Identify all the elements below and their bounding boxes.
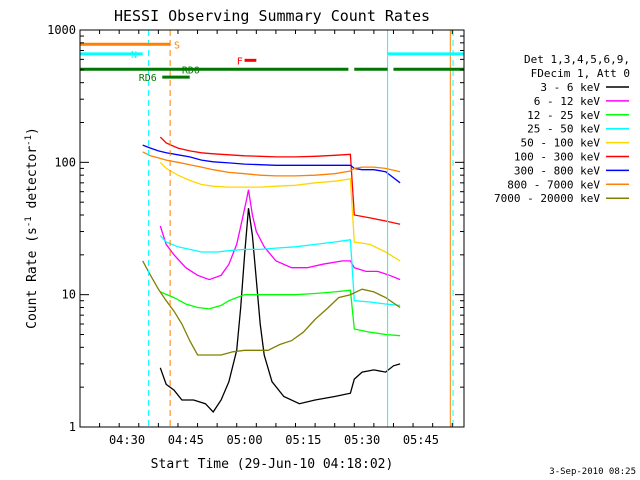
axes: 04:30 04:45 05:00 05:15 05:30 05:45 1 10 100 1000 bbox=[47, 23, 464, 447]
series-line-0 bbox=[159, 208, 401, 413]
legend-header-0: Det 1,3,4,5,6,9, bbox=[524, 53, 630, 66]
plot-frame bbox=[79, 29, 465, 428]
y-axis-label-mid: detector bbox=[25, 146, 40, 217]
x-tick-label-0: 04:30 bbox=[109, 433, 145, 447]
legend: Det 1,3,4,5,6,9,FDecim 1, Att 03 - 6 keV… bbox=[494, 53, 630, 205]
x-tick-label-2: 05:00 bbox=[227, 433, 263, 447]
series-line-4 bbox=[159, 161, 401, 262]
legend-header-1: FDecim 1, Att 0 bbox=[531, 67, 630, 80]
legend-label-2: 12 - 25 keV bbox=[527, 109, 600, 122]
y-tick-label-2: 100 bbox=[54, 155, 76, 169]
flag-label-s: S bbox=[174, 40, 180, 51]
x-tick-label-5: 05:45 bbox=[403, 433, 439, 447]
y-axis-label: Count Rate (s-1 detector-1) bbox=[24, 127, 40, 329]
legend-label-1: 6 - 12 keV bbox=[534, 95, 601, 108]
legend-label-6: 300 - 800 keV bbox=[514, 164, 600, 177]
x-axis-label: Start Time (29-Jun-10 04:18:02) bbox=[151, 457, 394, 472]
series-line-3 bbox=[159, 235, 401, 307]
y-tick-label-1: 10 bbox=[62, 288, 76, 302]
flag-label-f: F bbox=[237, 56, 243, 67]
legend-label-8: 7000 - 20000 keV bbox=[494, 192, 600, 205]
flag-label-rd6: RD6 bbox=[139, 73, 157, 84]
x-tick-label-3: 05:15 bbox=[285, 433, 321, 447]
legend-label-3: 25 - 50 keV bbox=[527, 123, 600, 136]
series-line-8 bbox=[142, 260, 401, 356]
chart-title: HESSI Observing Summary Count Rates bbox=[114, 7, 430, 25]
legend-label-7: 800 - 7000 keV bbox=[507, 178, 600, 191]
flag-label-n: N bbox=[131, 50, 137, 61]
series-line-1 bbox=[159, 189, 401, 281]
legend-label-5: 100 - 300 keV bbox=[514, 151, 600, 164]
y-axis-label-base: Count Rate (s bbox=[25, 227, 40, 329]
date-stamp: 3-Sep-2010 08:25 bbox=[549, 467, 636, 477]
y-tick-label-0: 1 bbox=[69, 420, 76, 434]
plot-marks: S N F RD0 RD6 bbox=[79, 30, 464, 427]
y-axis-label-sup2: -1 bbox=[24, 135, 34, 146]
legend-label-0: 3 - 6 keV bbox=[540, 81, 600, 94]
y-axis-label-sup1: -1 bbox=[24, 216, 34, 227]
y-tick-label-3: 1000 bbox=[47, 23, 76, 37]
legend-label-4: 50 - 100 keV bbox=[521, 137, 601, 150]
x-tick-label-4: 05:30 bbox=[344, 433, 380, 447]
y-axis-label-end: ) bbox=[25, 127, 40, 135]
flag-label-rd0: RD0 bbox=[182, 65, 200, 76]
series-line-2 bbox=[160, 289, 401, 337]
series-line-5 bbox=[159, 136, 401, 225]
x-tick-label-1: 04:45 bbox=[168, 433, 204, 447]
